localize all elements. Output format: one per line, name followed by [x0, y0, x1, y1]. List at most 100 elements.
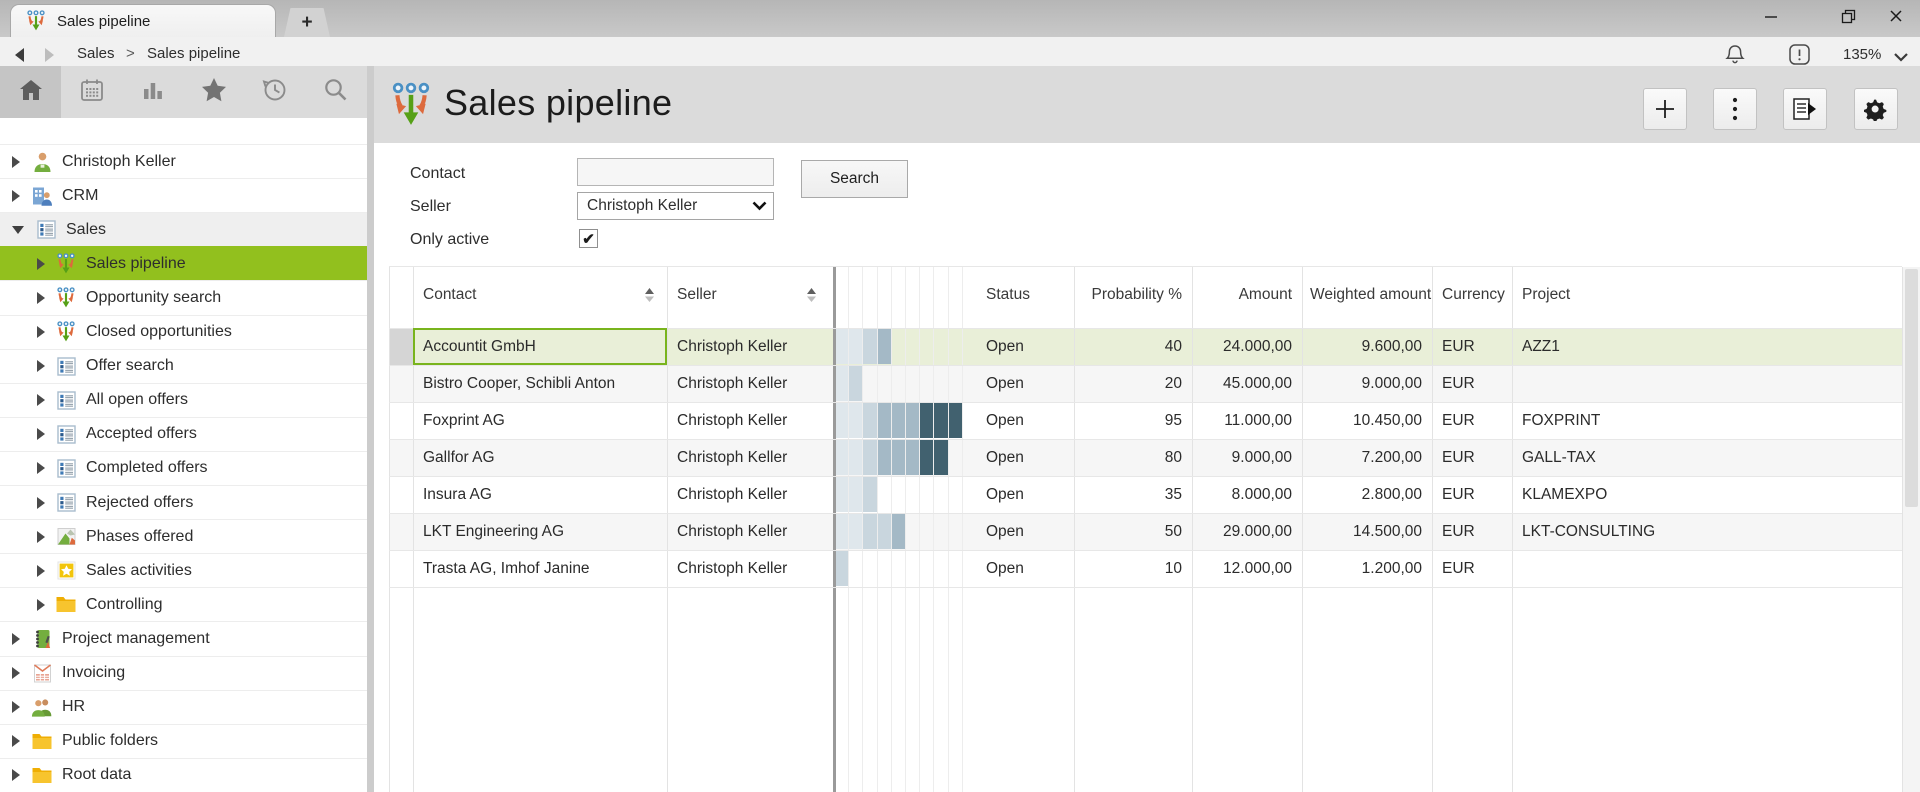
cell-currency[interactable]: EUR: [1442, 412, 1475, 429]
history-button[interactable]: [244, 66, 305, 118]
cell-project[interactable]: GALL-TAX: [1522, 449, 1596, 466]
expander-icon[interactable]: [12, 632, 20, 645]
reports-button[interactable]: [122, 66, 183, 118]
cell-contact[interactable]: Bistro Cooper, Schibli Anton: [423, 375, 616, 392]
sidebar-item-invoicing[interactable]: Invoicing: [0, 655, 367, 690]
cell-currency[interactable]: EUR: [1442, 486, 1475, 503]
expander-icon[interactable]: [37, 257, 45, 270]
expander-icon[interactable]: [37, 394, 45, 407]
cell-seller[interactable]: Christoph Keller: [677, 412, 788, 429]
cell-contact[interactable]: Foxprint AG: [423, 412, 505, 429]
cell-seller[interactable]: Christoph Keller: [677, 338, 788, 355]
settings-button[interactable]: [1854, 88, 1898, 130]
expander-icon[interactable]: [37, 530, 45, 543]
cell-contact[interactable]: Accountit GmbH: [423, 338, 536, 355]
sidebar-item-crm[interactable]: CRM: [0, 178, 367, 212]
expander-icon[interactable]: [12, 667, 20, 679]
expander-icon[interactable]: [12, 701, 20, 714]
zoom-dropdown-button[interactable]: [1893, 50, 1909, 68]
sidebar-item-offer-search[interactable]: Offer search: [0, 348, 367, 383]
cell-status[interactable]: Open: [986, 486, 1024, 503]
cell-currency[interactable]: EUR: [1442, 560, 1475, 577]
column-header-amount[interactable]: Amount: [1238, 286, 1292, 303]
expander-icon[interactable]: [37, 598, 45, 611]
sort-icon[interactable]: [806, 287, 817, 308]
sidebar-item-opportunity-search[interactable]: Opportunity search: [0, 280, 367, 314]
expander-icon[interactable]: [37, 291, 45, 304]
cell-contact[interactable]: Trasta AG, Imhof Janine: [423, 560, 590, 577]
restore-button[interactable]: [1828, 2, 1868, 30]
report-button[interactable]: [1783, 88, 1827, 130]
nav-forward-button[interactable]: [42, 47, 57, 68]
expander-icon[interactable]: [37, 496, 45, 509]
expander-icon[interactable]: [37, 360, 45, 373]
sidebar-item-controlling[interactable]: Controlling: [0, 587, 367, 621]
sidebar-item-phases-offered[interactable]: Phases offered: [0, 519, 367, 553]
table-row[interactable]: [389, 328, 1902, 365]
cell-status[interactable]: Open: [986, 449, 1024, 466]
cell-project[interactable]: AZZ1: [1522, 338, 1560, 355]
home-button[interactable]: [0, 66, 61, 118]
cell-seller[interactable]: Christoph Keller: [677, 560, 788, 577]
cell-currency[interactable]: EUR: [1442, 449, 1475, 466]
table-row[interactable]: [389, 476, 1902, 513]
cell-contact[interactable]: Gallfor AG: [423, 449, 495, 466]
cell-currency[interactable]: EUR: [1442, 523, 1475, 540]
cell-contact[interactable]: LKT Engineering AG: [423, 523, 565, 540]
cell-status[interactable]: Open: [986, 560, 1024, 577]
cell-contact[interactable]: Insura AG: [423, 486, 492, 503]
expander-icon[interactable]: [12, 769, 20, 782]
notifications-button[interactable]: [1724, 43, 1746, 71]
column-header-currency[interactable]: Currency: [1442, 286, 1505, 303]
search-button-sidebar[interactable]: [305, 66, 366, 118]
cell-status[interactable]: Open: [986, 375, 1024, 392]
alerts-button[interactable]: [1788, 43, 1811, 71]
sidebar-item-rejected-offers[interactable]: Rejected offers: [0, 485, 367, 519]
sidebar-item-closed-opportunities[interactable]: Closed opportunities: [0, 314, 367, 349]
column-header-status[interactable]: Status: [986, 286, 1030, 303]
table-row[interactable]: [389, 513, 1902, 550]
sort-icon[interactable]: [644, 287, 655, 308]
breadcrumb-item-sales-pipeline[interactable]: Sales pipeline: [147, 45, 241, 62]
expander-icon[interactable]: [37, 326, 45, 338]
column-header-weighted-amount[interactable]: Weighted amount: [1310, 286, 1432, 303]
nav-back-button[interactable]: [12, 47, 27, 68]
only-active-checkbox[interactable]: ✔: [579, 229, 598, 248]
cell-currency[interactable]: EUR: [1442, 375, 1475, 392]
sidebar-item-accepted-offers[interactable]: Accepted offers: [0, 416, 367, 451]
search-button[interactable]: Search: [801, 160, 908, 198]
sidebar-item-hr[interactable]: HR: [0, 689, 367, 724]
column-header-seller[interactable]: Seller: [677, 286, 717, 303]
cell-currency[interactable]: EUR: [1442, 338, 1475, 355]
sidebar-item-root-data[interactable]: Root data: [0, 757, 367, 792]
expander-icon[interactable]: [37, 428, 45, 441]
sidebar-item-public-folders[interactable]: Public folders: [0, 723, 367, 758]
cell-status[interactable]: Open: [986, 338, 1024, 355]
tab-sales-pipeline[interactable]: Sales pipeline: [10, 4, 276, 37]
close-button[interactable]: [1876, 2, 1916, 30]
sidebar-item-all-open-offers[interactable]: All open offers: [0, 382, 367, 417]
cell-seller[interactable]: Christoph Keller: [677, 375, 788, 392]
sidebar-item-sales-activities[interactable]: Sales activities: [0, 553, 367, 587]
more-actions-button[interactable]: [1713, 88, 1757, 130]
sidebar-item-sales[interactable]: Sales: [0, 212, 367, 247]
sidebar-item-christoph-keller[interactable]: Christoph Keller: [0, 144, 367, 178]
scrollbar-thumb[interactable]: [1905, 269, 1918, 507]
add-button[interactable]: [1643, 88, 1687, 130]
table-row[interactable]: [389, 550, 1902, 587]
cell-status[interactable]: Open: [986, 523, 1024, 540]
minimize-button[interactable]: [1751, 2, 1791, 30]
breadcrumb-item-sales[interactable]: Sales: [77, 45, 115, 62]
calendar-button[interactable]: [61, 66, 122, 118]
sidebar-item-sales-pipeline[interactable]: Sales pipeline: [0, 246, 367, 281]
cell-seller[interactable]: Christoph Keller: [677, 449, 788, 466]
cell-seller[interactable]: Christoph Keller: [677, 523, 788, 540]
column-header-probability[interactable]: Probability %: [1091, 286, 1182, 303]
table-row[interactable]: [389, 439, 1902, 476]
table-row[interactable]: [389, 402, 1902, 439]
expander-icon[interactable]: [12, 225, 24, 234]
cell-status[interactable]: Open: [986, 412, 1024, 429]
zoom-level[interactable]: 135%: [1843, 46, 1882, 63]
expander-icon[interactable]: [12, 189, 20, 202]
seller-select[interactable]: Christoph Keller: [577, 192, 774, 220]
